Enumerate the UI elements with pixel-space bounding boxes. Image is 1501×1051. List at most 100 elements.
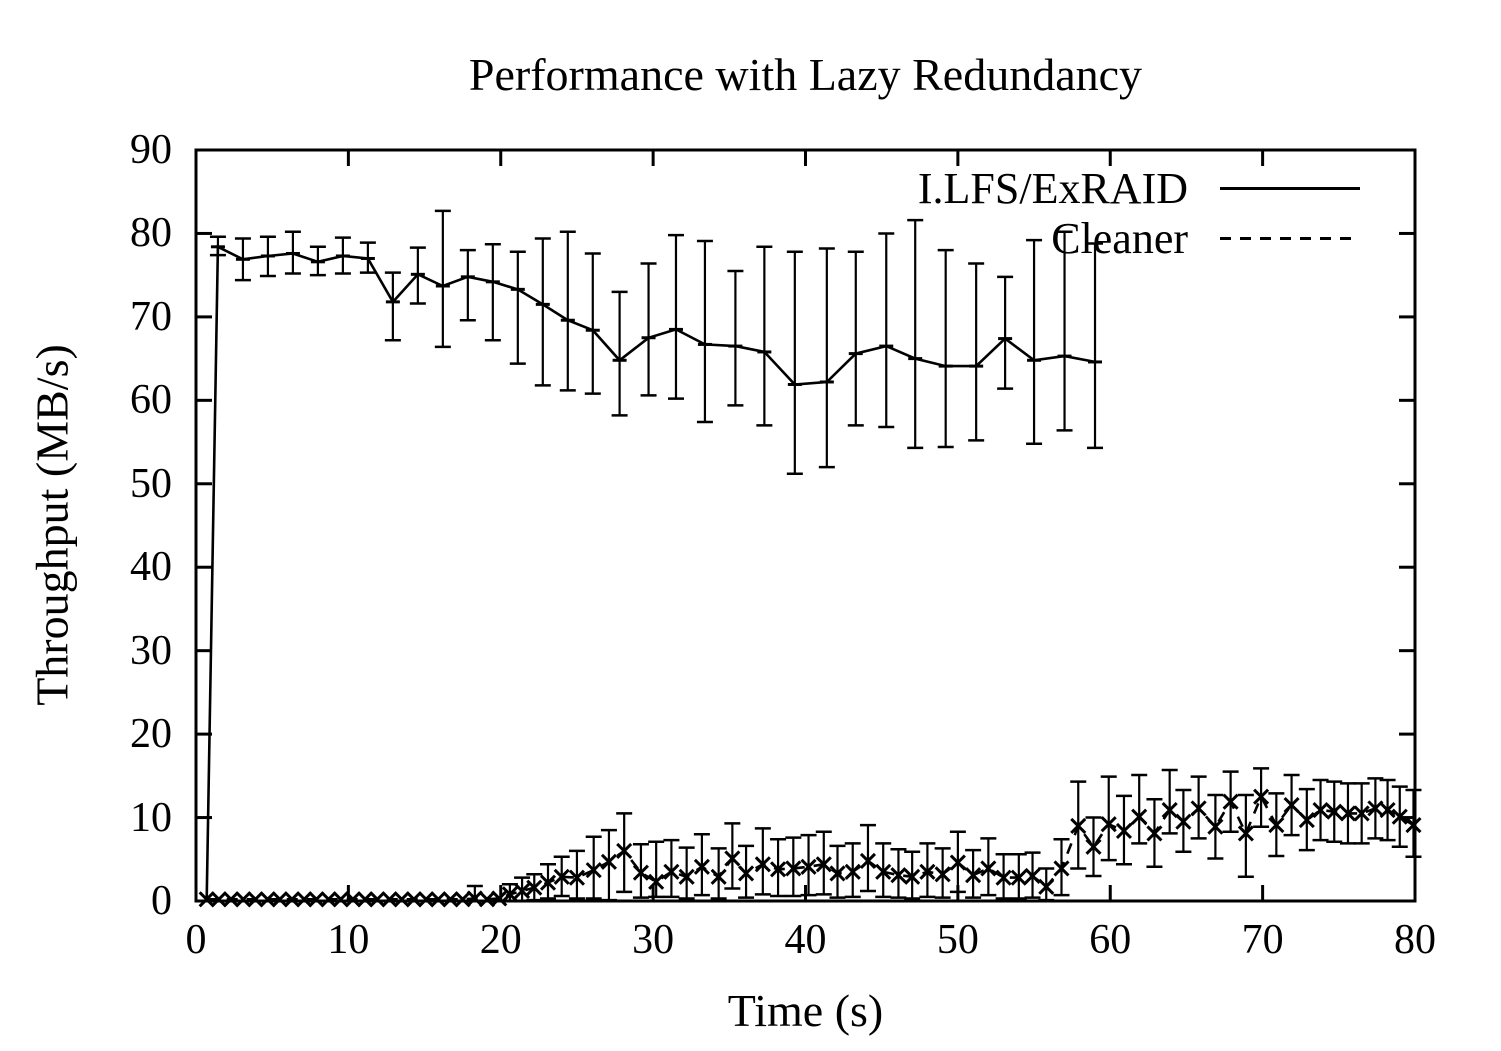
x-marker xyxy=(198,891,215,908)
y-tick-label: 60 xyxy=(130,377,172,424)
x-marker xyxy=(934,866,951,883)
x-marker xyxy=(1024,867,1041,885)
x-marker xyxy=(1131,808,1148,825)
x-marker xyxy=(995,869,1012,886)
y-tick-label: 10 xyxy=(130,794,172,841)
x-marker xyxy=(1379,801,1396,819)
x-tick-label: 30 xyxy=(632,917,675,963)
x-marker xyxy=(418,891,435,908)
x-marker xyxy=(815,856,832,873)
x-marker xyxy=(600,853,617,870)
x-marker xyxy=(454,891,471,908)
x-marker xyxy=(1175,813,1192,830)
y-tick-label: 70 xyxy=(130,293,172,340)
x-marker xyxy=(663,863,680,880)
x-marker xyxy=(1405,817,1422,834)
x-marker xyxy=(1053,860,1070,877)
x-marker xyxy=(568,869,585,886)
x-marker xyxy=(405,891,422,908)
x-marker xyxy=(710,868,727,885)
legend-label-ilfs-exraid: I.LFS/ExRAID xyxy=(917,163,1188,213)
x-marker xyxy=(919,863,936,880)
x-marker xyxy=(296,891,313,908)
x-marker xyxy=(1298,811,1315,829)
x-marker xyxy=(829,865,846,882)
x-marker xyxy=(965,867,982,884)
y-tick-label: 40 xyxy=(130,544,172,591)
x-marker xyxy=(1391,808,1408,825)
x-marker xyxy=(308,891,325,908)
x-marker xyxy=(1207,818,1224,835)
dashed-line-sample-icon xyxy=(1220,236,1360,240)
x-marker xyxy=(678,868,695,885)
x-marker xyxy=(222,891,240,908)
x-marker xyxy=(553,868,570,885)
x-marker xyxy=(1353,805,1370,822)
x-marker xyxy=(754,856,771,873)
x-marker xyxy=(1070,817,1087,834)
x-marker xyxy=(1100,816,1117,833)
x-marker xyxy=(1161,801,1178,819)
plot-border xyxy=(194,148,1417,903)
x-marker xyxy=(616,842,633,859)
x-marker xyxy=(844,863,861,880)
x-marker xyxy=(1253,788,1270,805)
x-marker xyxy=(724,850,741,867)
x-marker xyxy=(501,886,518,903)
x-marker xyxy=(800,858,817,875)
x-marker xyxy=(648,873,665,890)
x-marker xyxy=(1222,793,1239,810)
x-marker xyxy=(770,861,787,878)
x-marker xyxy=(980,860,997,877)
x-marker xyxy=(430,891,447,908)
y-tick-label: 90 xyxy=(130,127,172,173)
x-marker xyxy=(344,891,362,908)
x-axis-label: Time (s) xyxy=(727,985,884,1036)
x-marker xyxy=(283,891,301,908)
x-tick-label: 20 xyxy=(479,917,522,963)
x-marker xyxy=(478,891,496,908)
x-marker xyxy=(949,854,966,871)
y-tick-label: 80 xyxy=(130,210,172,257)
x-marker xyxy=(1038,878,1055,895)
x-tick-label: 70 xyxy=(1241,917,1284,963)
y-tick-label: 30 xyxy=(130,627,172,674)
x-marker xyxy=(1085,838,1102,855)
x-marker xyxy=(1010,869,1027,886)
x-marker xyxy=(393,891,410,908)
x-marker xyxy=(585,862,602,879)
x-marker xyxy=(890,867,907,884)
x-marker xyxy=(904,868,921,885)
x-marker xyxy=(381,891,398,908)
x-marker xyxy=(320,891,337,908)
x-marker xyxy=(210,891,227,908)
legend-entry-ilfs-exraid: I.LFS/ExRAID xyxy=(917,163,1360,213)
y-tick-label: 50 xyxy=(130,460,172,507)
x-marker xyxy=(539,874,557,891)
y-tick-label: 20 xyxy=(130,711,172,758)
x-marker xyxy=(514,882,531,900)
x-marker xyxy=(357,891,374,908)
x-tick-label: 50 xyxy=(936,917,979,963)
x-marker xyxy=(785,860,802,877)
x-marker xyxy=(1237,825,1254,842)
series-line-ilfs-exraid xyxy=(205,244,1096,900)
chart-title: Performance with Lazy Redundancy xyxy=(468,49,1143,100)
x-marker xyxy=(1339,805,1357,822)
x-marker xyxy=(693,858,710,875)
x-marker xyxy=(259,891,276,908)
x-marker xyxy=(1312,801,1329,819)
x-tick-label: 10 xyxy=(327,917,370,963)
x-tick-label: 80 xyxy=(1394,917,1436,963)
series-line-cleaner xyxy=(206,793,1415,901)
x-marker xyxy=(1283,796,1300,814)
x-marker xyxy=(1115,822,1133,839)
x-marker xyxy=(369,891,386,908)
x-marker xyxy=(1190,800,1207,817)
x-marker xyxy=(859,852,877,870)
x-marker xyxy=(526,879,543,896)
solid-line-sample-icon xyxy=(1220,186,1360,190)
x-marker xyxy=(632,864,649,881)
